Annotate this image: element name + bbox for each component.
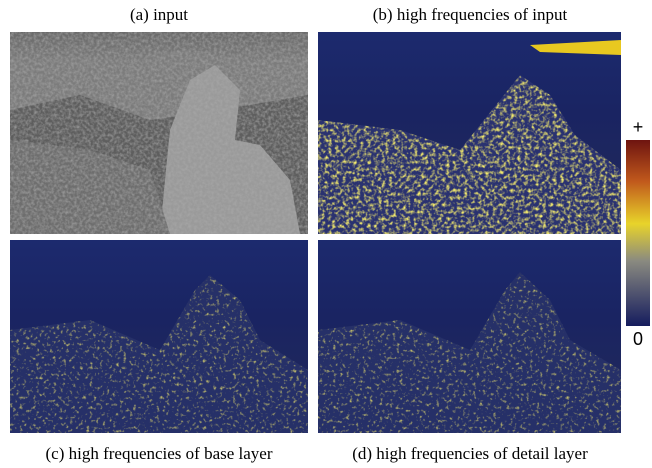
colorbar-max-label: + [633,117,644,137]
high-freq-detail-image [318,240,621,433]
high-freq-base-image [10,240,308,433]
caption: (a) input [130,5,188,24]
colorbar-min-label: 0 [633,329,643,349]
high-freq-input-image [318,32,621,234]
caption: (c) high frequencies of base layer [45,444,272,463]
caption: (d) high frequencies of detail layer [352,444,588,463]
colorbar [626,140,650,326]
input-image [10,32,308,234]
figure: + 0 (a) input (b) high frequencies of in… [0,0,652,468]
caption: (b) high frequencies of input [373,5,568,24]
